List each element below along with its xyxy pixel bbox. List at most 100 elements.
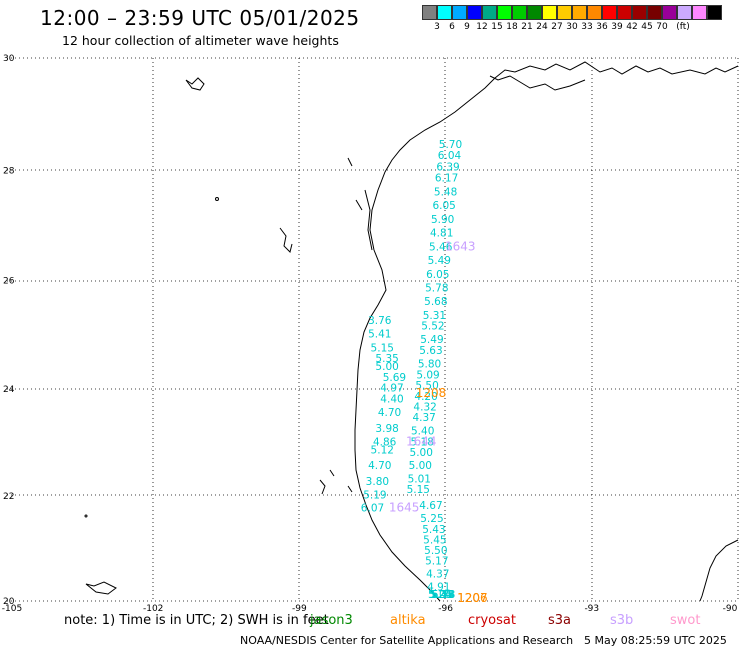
x-tick-label: -96 [438,604,453,614]
note-text: note: 1) Time is in UTC; 2) SWH is in fe… [64,613,329,628]
scale-swatch [647,5,662,20]
pass-label: 1207 [457,591,488,605]
wave-height-label: 5.31 [423,310,446,322]
scale-label: 39 [611,22,623,32]
wave-height-label: 4.86 [373,436,397,448]
scale-swatch [602,5,617,20]
wave-height-label: 4.70 [378,407,401,419]
footer-timestamp: 5 May 08:25:59 UTC 2025 [584,634,727,647]
map-title: 12:00 – 23:59 UTC 05/01/2025 [40,6,360,30]
wave-height-label: 5.46 [429,241,453,253]
wave-height-label: 5.35 [375,353,398,365]
scale-swatch [557,5,572,20]
scale-swatch [452,5,467,20]
wave-height-label: 5.90 [431,214,454,226]
wave-height-label: 5.09 [416,369,439,381]
legend-s3a: s3a [548,613,572,628]
scale-label: 24 [536,22,548,32]
scale-label: 18 [506,22,518,32]
scale-swatch [437,5,452,20]
x-tick-label: -90 [723,604,738,614]
wave-height-label: 5.63 [419,345,442,357]
wave-height-label: 5.24 [428,589,452,601]
y-tick-label: 24 [3,385,15,395]
wave-height-label: 3.98 [375,423,398,435]
wave-height-label: 5.50 [415,380,438,392]
wave-height-label: 6.05 [426,269,449,281]
scale-label: 33 [581,22,593,32]
y-tick-label: 20 [3,597,15,607]
scale-label: 27 [551,22,563,32]
wave-height-label: 4.37 [426,568,449,580]
wave-height-label: 5.00 [409,460,432,472]
wave-height-label: 4.97 [380,383,403,395]
scale-swatch [527,5,542,20]
wave-height-label: 5.43 [422,524,445,536]
scale-label: (ft) [676,22,690,32]
wave-height-label: 6.04 [438,150,462,162]
wave-height-label: 5.52 [421,321,444,333]
wave-height-label: 5.01 [408,474,431,486]
pass-label: 1644 [406,434,437,448]
legend-s3b: s3b [610,613,634,628]
y-tick-label: 22 [3,492,14,502]
wave-height-label: 6.39 [436,161,459,173]
scale-label: 12 [476,22,488,32]
scale-swatch [467,5,482,20]
scale-label: 36 [596,22,608,32]
map-subtitle: 12 hour collection of altimeter wave hei… [62,33,339,48]
wave-height-label: 5.49 [428,255,451,267]
footer-credit: NOAA/NESDIS Center for Satellite Applica… [240,634,574,647]
wave-height-label: 5.15 [371,342,394,354]
scale-swatch [707,5,722,20]
scale-swatch [662,5,677,20]
wave-height-label: 5.40 [411,426,434,438]
wave-height-label: 5.12 [371,444,394,456]
grid [7,57,739,602]
legend-cryosat: cryosat [468,613,516,628]
color-scale [422,5,722,20]
scale-label: 45 [641,22,653,32]
wave-height-label: 4.37 [412,412,435,424]
pass-label: 1645 [389,501,420,515]
scale-swatch [572,5,587,20]
pass-label: 1208 [416,386,447,400]
wave-height-label: 5.80 [418,358,441,370]
y-tick-label: 30 [3,54,15,64]
wave-height-label: 5.48 [434,186,457,198]
scale-swatch [692,5,707,20]
x-tick-label: -99 [292,604,307,614]
scale-swatch [542,5,557,20]
wave-height-readings: 5.706.046.396.17 5.48 6.05 5.90 4.815.46 5.49… [361,139,488,605]
scale-label: 15 [491,22,503,32]
wave-height-label: 5.17 [425,555,448,567]
scale-label: 70 [656,22,668,32]
y-tick-label: 26 [3,277,15,287]
wave-height-label: 4.81 [430,228,453,240]
wave-height-label: 5.49 [420,334,443,346]
wave-height-label: 5.41 [368,329,391,341]
color-scale-labels: 3 6 9 12 15 18 21 24 27 30 33 36 39 42 45 70 (ft) [422,22,740,34]
wave-height-label: 3.80 [366,476,389,488]
legend-swot: swot [670,613,701,628]
wave-height-label: 4.32 [413,401,436,413]
wave-height-label: 5.69 [383,372,406,384]
wave-height-label: 4.20 [414,391,437,403]
scale-swatch [482,5,497,20]
wave-height-label: 5.05 [429,589,452,601]
wave-height-label: 5.18 [411,436,434,448]
scale-swatch [632,5,647,20]
scale-label: 30 [566,22,578,32]
wave-height-label: 5.33 [430,589,453,601]
scale-label: 9 [464,22,470,32]
x-tick-label: -93 [584,604,599,614]
wave-height-label: 5.68 [424,296,447,308]
wave-height-label: 4.70 [368,460,391,472]
wave-height-label: 4.40 [380,393,403,405]
legend-altika: altika [390,613,426,628]
wave-height-label: 5.70 [439,139,462,151]
scale-label: 3 [434,22,440,32]
pass-label: 1643 [445,239,476,253]
coastline [84,61,739,602]
scale-swatch [422,5,437,20]
